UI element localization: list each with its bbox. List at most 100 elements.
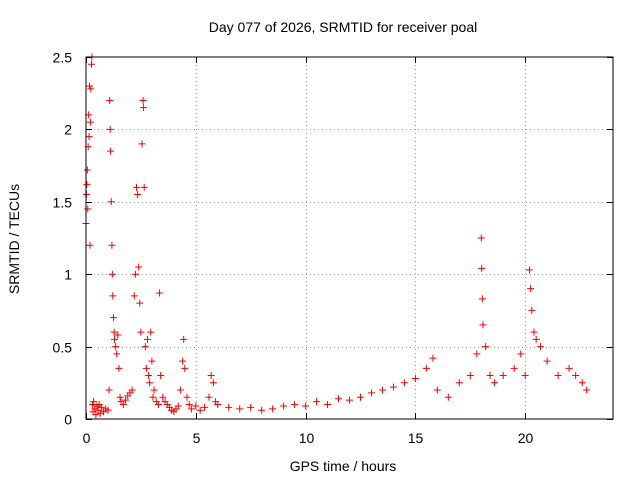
data-point <box>400 379 408 387</box>
data-point <box>110 328 118 336</box>
data-point <box>187 405 195 413</box>
data-point <box>107 198 115 206</box>
data-point <box>433 386 441 394</box>
data-point <box>269 405 277 413</box>
data-point <box>139 96 147 104</box>
data-point <box>554 372 562 380</box>
data-point <box>107 147 115 155</box>
data-point <box>225 403 233 411</box>
data-point <box>138 140 146 148</box>
data-point <box>159 393 167 401</box>
data-point <box>429 354 437 362</box>
data-point <box>478 264 486 272</box>
data-point <box>130 292 138 300</box>
data-point <box>411 374 419 382</box>
data-point <box>335 395 343 403</box>
data-point <box>108 270 116 278</box>
data-point <box>83 180 91 188</box>
data-point <box>109 292 117 300</box>
data-point <box>236 405 244 413</box>
data-point <box>532 335 540 343</box>
data-point <box>84 205 92 213</box>
data-point <box>128 386 136 394</box>
y-tick-label: 2 <box>64 122 72 138</box>
data-point <box>157 372 165 380</box>
data-point <box>149 393 157 401</box>
x-tick-label: 10 <box>299 430 315 446</box>
data-point <box>135 263 143 271</box>
data-point <box>134 191 142 199</box>
data-point <box>214 401 222 409</box>
data-point <box>528 306 536 314</box>
y-tick-label: 2.5 <box>53 50 73 66</box>
data-point <box>183 393 191 401</box>
data-point <box>324 401 332 409</box>
data-point <box>83 166 91 174</box>
data-point <box>346 396 353 404</box>
data-point <box>291 401 299 409</box>
data-point <box>247 403 255 411</box>
data-point <box>142 364 150 372</box>
y-tick-label: 1 <box>64 267 72 283</box>
data-point <box>526 266 534 274</box>
data-point <box>86 241 94 249</box>
data-point <box>313 398 321 406</box>
data-point <box>479 321 487 329</box>
data-point <box>136 299 144 307</box>
data-point <box>111 335 119 343</box>
x-tick-label: 20 <box>518 430 534 446</box>
data-point <box>176 386 184 394</box>
data-point <box>143 335 151 343</box>
data-point <box>140 183 148 191</box>
data-point <box>116 393 124 401</box>
data-point <box>499 372 507 380</box>
data-point <box>122 396 130 404</box>
data-point <box>146 379 154 387</box>
data-point <box>97 403 105 411</box>
data-point <box>92 411 100 419</box>
data-point <box>106 96 114 104</box>
data-point <box>87 85 95 93</box>
y-axis-label: SRMTID / TECUs <box>6 184 22 294</box>
data-point <box>201 403 209 411</box>
data-point <box>482 343 490 351</box>
data-point <box>87 60 95 68</box>
data-point <box>179 357 187 365</box>
x-tick-label: 0 <box>83 430 91 446</box>
data-point <box>174 402 182 410</box>
data-point <box>521 372 529 380</box>
data-point <box>89 408 97 416</box>
data-point <box>389 383 397 391</box>
data-point <box>209 379 217 387</box>
data-point <box>378 386 386 394</box>
x-axis-label: GPS time / hours <box>290 458 397 474</box>
data-point <box>543 357 551 365</box>
data-point <box>537 343 545 351</box>
data-point <box>455 379 463 387</box>
data-point <box>192 402 200 410</box>
data-point <box>185 401 193 409</box>
data-point <box>133 183 141 191</box>
data-point <box>131 270 139 278</box>
data-point <box>367 389 375 397</box>
data-point <box>147 328 155 336</box>
data-point <box>85 133 93 141</box>
data-point <box>578 379 586 387</box>
data-point <box>141 343 149 351</box>
data-point <box>140 104 148 112</box>
plot-frame <box>85 56 614 420</box>
data-point <box>196 406 204 414</box>
data-point <box>86 82 94 90</box>
data-point <box>150 386 158 394</box>
data-point <box>527 285 535 293</box>
data-point <box>112 343 120 351</box>
data-point <box>473 350 481 358</box>
y-tick-label: 0 <box>64 412 72 428</box>
data-point <box>490 379 498 387</box>
data-point <box>181 364 189 372</box>
data-point <box>486 372 494 380</box>
y-tick-label: 1.5 <box>53 195 73 211</box>
data-point <box>258 406 266 414</box>
data-point <box>105 386 113 394</box>
data-point <box>90 398 98 406</box>
